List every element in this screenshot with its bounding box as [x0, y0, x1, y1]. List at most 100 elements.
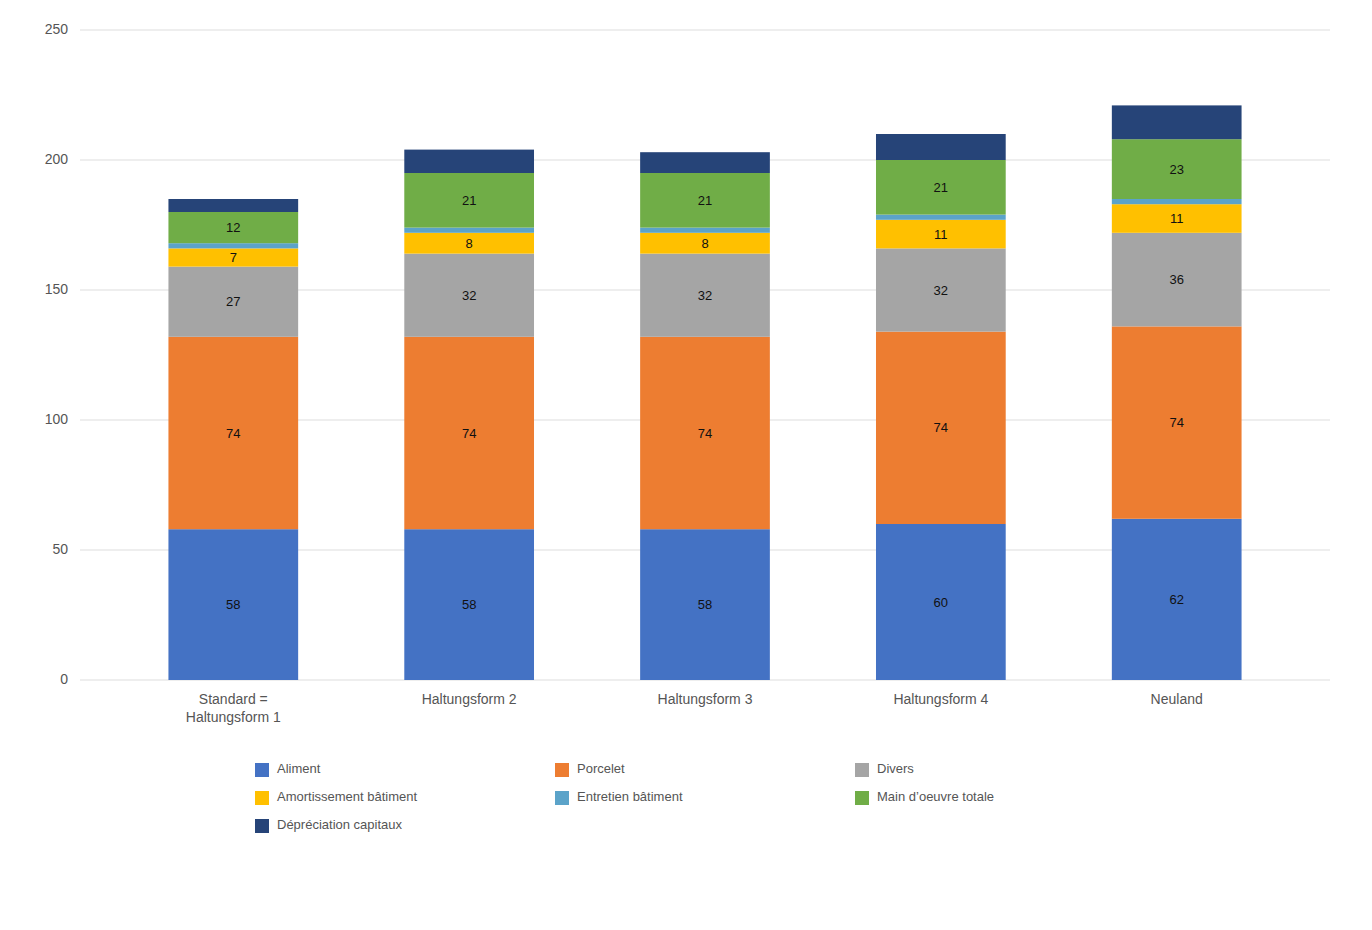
bar-segment: [168, 243, 298, 248]
data-label: 74: [1169, 415, 1183, 430]
bar-segment: [168, 212, 298, 243]
bar-segment: [876, 220, 1006, 249]
data-label: 60: [934, 595, 948, 610]
bar-segment: [640, 529, 770, 680]
data-label: 32: [698, 288, 712, 303]
bar-segment: [1112, 199, 1242, 204]
bar-segment: [640, 254, 770, 337]
bar-segment: [1112, 139, 1242, 199]
bar-segment: [640, 152, 770, 173]
data-label: 74: [698, 426, 712, 441]
y-tick-label: 0: [60, 671, 68, 687]
data-label: 58: [698, 597, 712, 612]
data-label: 62: [1169, 592, 1183, 607]
data-label: 74: [226, 426, 240, 441]
legend-swatch: [855, 791, 869, 805]
x-tick-label-line: Haltungsform 4: [893, 691, 988, 707]
legend-swatch: [855, 763, 869, 777]
data-label: 27: [226, 294, 240, 309]
legend-label: Aliment: [277, 761, 321, 776]
bar-segment: [404, 233, 534, 254]
bars: [168, 105, 1241, 680]
data-label: 23: [1169, 162, 1183, 177]
data-label: 12: [226, 220, 240, 235]
data-label: 7: [230, 250, 237, 265]
legend-label: Divers: [877, 761, 914, 776]
bar-segment: [168, 529, 298, 680]
legend-label: Main d’oeuvre totale: [877, 789, 994, 804]
data-label: 21: [698, 193, 712, 208]
bar-segment: [640, 173, 770, 228]
legend: Aliment Porcelet Divers Amortissement bâtim…: [255, 761, 994, 833]
bar-segment: [404, 228, 534, 233]
legend-label: Dépréciation capitaux: [277, 817, 403, 832]
bar-segment: [404, 529, 534, 680]
data-label: 11: [1170, 211, 1184, 226]
bar-segment: [640, 233, 770, 254]
bar-segment: [404, 150, 534, 173]
legend-swatch: [555, 763, 569, 777]
bar-segment: [1112, 326, 1242, 518]
bar-segment: [876, 134, 1006, 160]
series: [168, 519, 1241, 680]
y-tick-label: 200: [45, 151, 69, 167]
x-tick-label-line: Haltungsform 1: [186, 709, 281, 725]
x-tick-label: Neuland: [1151, 691, 1203, 707]
data-label: 8: [701, 236, 708, 251]
bar-segment: [1112, 105, 1242, 139]
data-label: 74: [462, 426, 476, 441]
data-label: 32: [462, 288, 476, 303]
bar-segment: [876, 215, 1006, 220]
bar-segment: [876, 160, 1006, 215]
bar-segment: [404, 173, 534, 228]
data-label: 11: [934, 227, 948, 242]
legend-swatch: [555, 791, 569, 805]
x-tick-label-line: Haltungsform 3: [658, 691, 753, 707]
data-label: 58: [226, 597, 240, 612]
data-label: 36: [1169, 272, 1183, 287]
data-label: 32: [934, 283, 948, 298]
x-tick-label: Haltungsform 3: [658, 691, 753, 707]
data-labels: 5858586062747474747427323232367881111122…: [226, 162, 1184, 612]
legend-swatch: [255, 819, 269, 833]
bar-segment: [404, 254, 534, 337]
bar-segment: [640, 228, 770, 233]
series: [168, 105, 1241, 212]
legend-swatch: [255, 763, 269, 777]
y-tick-label: 100: [45, 411, 69, 427]
x-tick-label: Haltungsform 2: [422, 691, 517, 707]
data-label: 21: [934, 180, 948, 195]
x-tick-label-line: Neuland: [1151, 691, 1203, 707]
y-tick-label: 150: [45, 281, 69, 297]
bar-segment: [640, 337, 770, 529]
y-tick-label: 50: [52, 541, 68, 557]
x-tick-label-line: Haltungsform 2: [422, 691, 517, 707]
y-tick-label: 250: [45, 21, 69, 37]
chart: 0501001502002505858586062747474747427323…: [0, 0, 1372, 930]
bar-segment: [876, 332, 1006, 524]
bar-segment: [168, 267, 298, 337]
data-label: 21: [462, 193, 476, 208]
data-label: 8: [466, 236, 473, 251]
bar-segment: [876, 248, 1006, 331]
bar-segment: [1112, 204, 1242, 233]
series: [168, 233, 1241, 337]
x-axis: Standard = Haltungsform 1 Haltungsform 2 Ha…: [186, 691, 1203, 725]
x-tick-label: Haltungsform 4: [893, 691, 988, 707]
series: [168, 139, 1241, 243]
bar-segment: [1112, 519, 1242, 680]
bar-segment: [404, 337, 534, 529]
legend-swatch: [255, 791, 269, 805]
bar-segment: [168, 199, 298, 212]
bar-segment: [168, 248, 298, 266]
bar-segment: [168, 337, 298, 529]
legend-label: Porcelet: [577, 761, 625, 776]
series: [168, 326, 1241, 529]
grid-line: [80, 30, 1330, 31]
grid: [80, 30, 1330, 680]
legend-label: Amortissement bâtiment: [277, 789, 418, 804]
x-tick-label-line: Standard =: [199, 691, 268, 707]
data-label: 58: [462, 597, 476, 612]
legend-label: Entretien bâtiment: [577, 789, 683, 804]
bar-segment: [1112, 233, 1242, 327]
